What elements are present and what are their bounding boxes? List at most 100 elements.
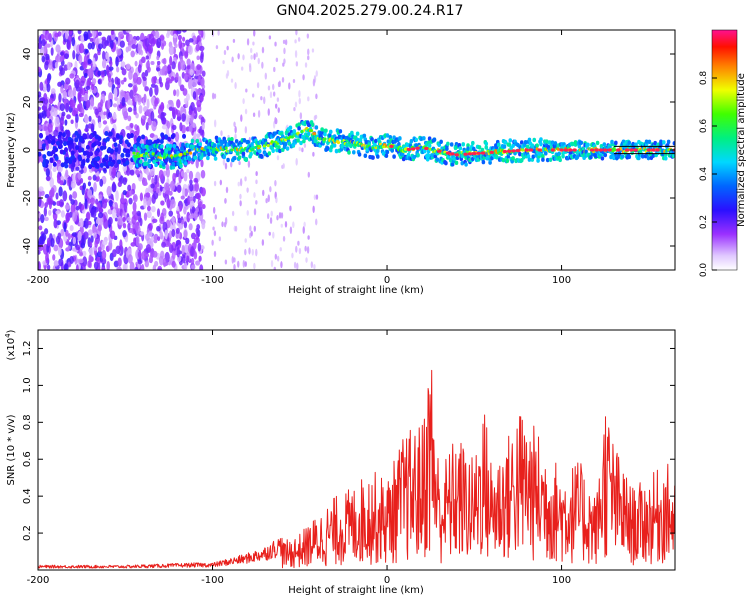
- spectrogram-cell: [151, 177, 155, 186]
- spectrogram-cell: [199, 94, 204, 102]
- spectrogram-cell: [48, 103, 52, 112]
- ridge-cell: [195, 138, 200, 144]
- spectrogram-cell: [272, 231, 275, 239]
- spectrogram-cell: [60, 210, 65, 218]
- spectrogram-cell: [294, 101, 298, 108]
- ridge-cell: [666, 139, 671, 145]
- ridge-cell: [653, 140, 657, 146]
- spectrogram-cell: [146, 66, 151, 73]
- ridge-cell: [640, 154, 645, 159]
- spectrogram-cell: [233, 121, 236, 128]
- spectrogram-cell: [261, 239, 265, 246]
- spectrogram-cell: [245, 88, 248, 93]
- ridge-cell: [306, 131, 311, 137]
- colorbar: 0.0 0.2 0.4 0.6 0.8 Normalized spectral ampl…: [699, 29, 747, 277]
- ridge-cell: [189, 151, 193, 155]
- spectrogram-cell: [199, 45, 205, 52]
- ridge-cell: [527, 137, 532, 143]
- ridge-cell: [535, 143, 539, 148]
- spectrogram-cell: [180, 219, 185, 224]
- spectrogram-cell: [141, 134, 146, 140]
- spectrogram-cell: [246, 38, 250, 46]
- spectrogram-cell: [83, 231, 89, 240]
- ridge-peak: [507, 149, 512, 153]
- spectrogram-cell: [244, 248, 247, 256]
- ridge-cell: [400, 152, 405, 157]
- spectrogram-cell: [142, 76, 147, 82]
- ridge-cell: [503, 140, 508, 145]
- colorbar-tick-label: 0.4: [699, 167, 709, 182]
- spectrogram-cell: [98, 206, 103, 214]
- spectrogram-cell: [133, 110, 138, 116]
- spectrogram-cell: [107, 99, 111, 110]
- snr-scale-close: ): [6, 329, 17, 333]
- spectrogram-cell: [164, 182, 170, 191]
- ridge-cell: [460, 161, 465, 166]
- spectrogram-cell: [88, 164, 93, 170]
- spectrogram-cell: [135, 169, 140, 176]
- spectrogram-cell: [75, 166, 80, 171]
- spectrogram-cell: [46, 110, 50, 118]
- spectrogram-cell: [224, 259, 228, 265]
- spectrogram-cell: [83, 92, 89, 102]
- ridge-cell: [523, 140, 528, 145]
- spectrogram-cell: [150, 206, 156, 213]
- spectrogram-cell: [196, 192, 201, 200]
- ridge-cell: [556, 147, 560, 151]
- svg-text:(x104): (x104): [4, 329, 17, 360]
- spectrogram-cell: [131, 215, 137, 225]
- spectrogram-cell: [110, 30, 115, 36]
- spectrogram-cell: [224, 197, 227, 204]
- spectrogram-cell: [78, 43, 85, 54]
- spectrogram-cell: [173, 35, 177, 47]
- spectrogram-cell: [298, 90, 301, 98]
- spectrogram-cell: [57, 31, 62, 37]
- ridge-cell: [323, 137, 327, 141]
- spectrogram-cell: [200, 159, 204, 168]
- spectrogram-cell: [107, 73, 112, 83]
- ridge-cell: [206, 148, 210, 153]
- spectrogram-cell: [54, 155, 59, 161]
- spectrogram-cell: [40, 34, 45, 40]
- spectrogram-cell: [112, 166, 117, 176]
- spectrogram-cell: [38, 151, 42, 157]
- ridge-cell: [610, 139, 614, 145]
- spectrogram-cell: [41, 96, 45, 104]
- spectrogram-cell: [173, 89, 177, 97]
- spectrogram-cell: [127, 254, 133, 264]
- spectrogram-cell: [127, 115, 132, 122]
- ridge-cell: [414, 137, 418, 143]
- spectrogram-cell: [191, 206, 196, 214]
- ridge-cell: [570, 141, 575, 147]
- spectrogram-cell: [137, 243, 143, 251]
- spectrogram-cell: [278, 211, 282, 219]
- spectrogram-cell: [82, 133, 87, 139]
- spectrogram-cell: [143, 198, 147, 209]
- spectrogram-cell: [101, 38, 107, 50]
- spectrogram-cell: [38, 66, 42, 73]
- spectrogram-cell: [304, 62, 308, 68]
- spectrogram-cell: [177, 61, 182, 72]
- spectrogram-cell: [63, 263, 69, 270]
- spectrogram-cell: [48, 209, 52, 216]
- spectrogram-cell: [305, 257, 308, 263]
- spectrogram-cell: [191, 35, 197, 46]
- spectrogram-cell: [298, 247, 302, 255]
- spectrogram-cell: [88, 134, 93, 140]
- ridge-peak: [624, 148, 630, 152]
- spectrogram-cell: [45, 53, 50, 61]
- ridge-cell: [283, 141, 288, 147]
- ridge-cell: [296, 138, 300, 143]
- ridge-peak: [515, 149, 521, 153]
- ridge-cell: [466, 146, 470, 151]
- spectrogram-cell: [43, 43, 47, 54]
- spectrogram-cell: [106, 185, 112, 197]
- spectrogram-cell: [45, 43, 51, 48]
- ridge-cell: [561, 154, 565, 159]
- colorbar-gradient: [711, 29, 738, 271]
- colorbar-ticks: 0.0 0.2 0.4 0.6 0.8: [699, 71, 717, 277]
- spectrogram-cell: [101, 249, 107, 260]
- ridge-cell: [579, 140, 584, 145]
- spectrogram-cell: [87, 175, 92, 181]
- spectrogram-cell: [296, 262, 299, 270]
